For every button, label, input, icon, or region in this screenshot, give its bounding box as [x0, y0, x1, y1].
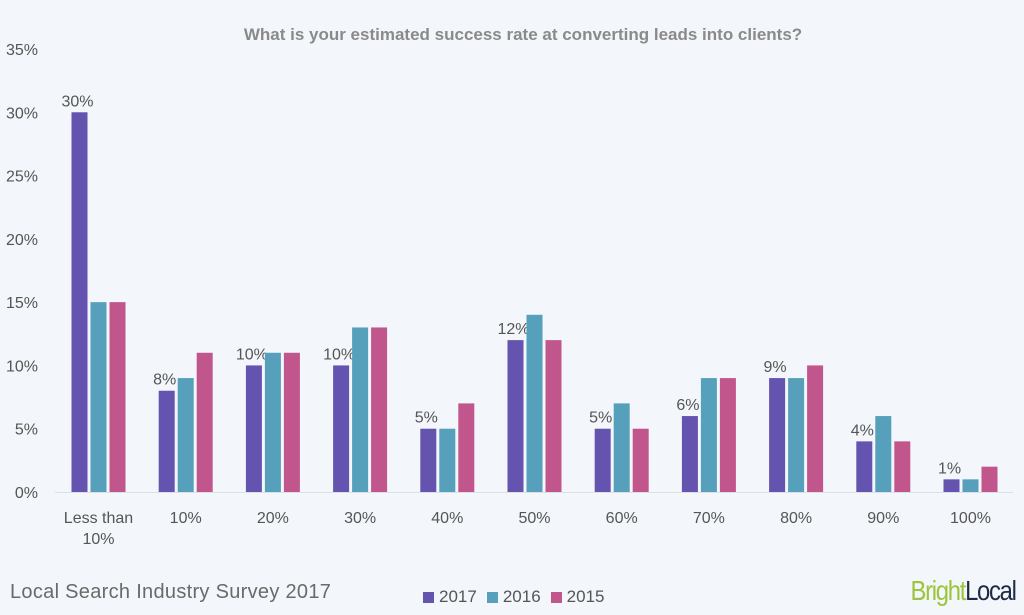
bar-2016-6 — [613, 403, 630, 492]
bar-2016-10 — [962, 479, 979, 492]
y-tick-label: 35% — [6, 42, 38, 59]
bar-2017-4 — [420, 428, 437, 492]
data-label: 10% — [323, 346, 355, 363]
bar-2015-7 — [719, 378, 736, 492]
bar-2015-8 — [807, 365, 824, 492]
bar-2015-3 — [371, 327, 388, 492]
bar-2015-1 — [196, 352, 213, 492]
x-tick-label: 80% — [780, 510, 812, 527]
data-label: 5% — [589, 410, 612, 427]
bar-2015-9 — [894, 441, 911, 492]
legend-item-2015: 2015 — [550, 587, 605, 607]
x-tick-label: 70% — [693, 510, 725, 527]
x-tick-label: 90% — [867, 510, 899, 527]
data-label: 30% — [61, 93, 93, 110]
bar-2017-5 — [507, 340, 524, 492]
bar-2016-8 — [788, 378, 805, 492]
x-tick-label: 20% — [257, 510, 289, 527]
legend-item-2017: 2017 — [423, 587, 477, 607]
data-label: 1% — [938, 460, 961, 477]
y-tick-label: 20% — [6, 232, 38, 249]
bar-2017-3 — [333, 365, 350, 492]
legend-swatch — [550, 591, 562, 603]
chart-title: What is your estimated success rate at c… — [244, 25, 802, 44]
x-tick-label: 60% — [606, 510, 638, 527]
x-tick-label: Less than 10% — [64, 510, 133, 548]
bar-2015-5 — [545, 340, 562, 492]
y-tick-label: 30% — [6, 105, 38, 122]
legend: 2017 2016 2015 — [423, 587, 604, 607]
data-label: 12% — [497, 321, 529, 338]
legend-swatch — [423, 591, 434, 603]
bar-2016-7 — [700, 378, 717, 492]
data-label: 6% — [676, 397, 699, 414]
bar-2015-0 — [109, 302, 126, 492]
bar-2016-9 — [875, 416, 892, 492]
legend-swatch — [486, 591, 498, 603]
data-label: 9% — [764, 359, 787, 376]
x-tick-label: 100% — [950, 510, 991, 527]
x-tick-label: 30% — [344, 510, 376, 527]
bar-2017-6 — [594, 428, 611, 492]
y-tick-label: 0% — [15, 485, 38, 502]
legend-item-2016: 2016 — [486, 587, 541, 607]
bar-2016-1 — [177, 378, 194, 492]
bar-2015-6 — [632, 428, 649, 492]
legend-label: 2016 — [502, 587, 541, 606]
bar-2016-3 — [352, 327, 369, 492]
bar-2015-4 — [458, 403, 475, 492]
data-label: 10% — [236, 346, 268, 363]
y-tick-label: 5% — [15, 422, 38, 439]
bar-2017-9 — [856, 441, 873, 492]
bar-2017-1 — [158, 390, 175, 492]
bar-2017-0 — [71, 112, 88, 493]
y-tick-label: 25% — [6, 169, 38, 186]
bar-2015-2 — [283, 352, 300, 492]
bar-2016-5 — [526, 314, 543, 492]
legend-label: 2017 — [439, 587, 477, 606]
brightlocal-logo: BrightLocal — [910, 575, 1017, 606]
bar-2016-0 — [90, 302, 107, 492]
x-tick-label: 40% — [431, 510, 463, 527]
data-label: 8% — [153, 372, 176, 389]
bar-2016-4 — [439, 428, 456, 492]
survey-title: Local Search Industry Survey 2017 — [10, 581, 332, 603]
legend-label: 2015 — [566, 587, 605, 606]
bar-2017-10 — [943, 479, 960, 492]
x-tick-label: 50% — [518, 510, 550, 527]
data-label: 5% — [415, 410, 438, 427]
x-tick-label: 10% — [170, 510, 202, 527]
bar-2017-2 — [245, 365, 262, 492]
bar-2017-8 — [769, 378, 786, 492]
data-label: 4% — [851, 422, 874, 439]
y-tick-label: 15% — [6, 295, 38, 312]
bar-2015-10 — [981, 466, 998, 492]
bar-2017-7 — [681, 416, 698, 492]
bar-chart: What is your estimated success rate at c… — [6, 25, 1013, 548]
bar-2016-2 — [264, 352, 281, 492]
y-tick-label: 10% — [6, 358, 38, 375]
